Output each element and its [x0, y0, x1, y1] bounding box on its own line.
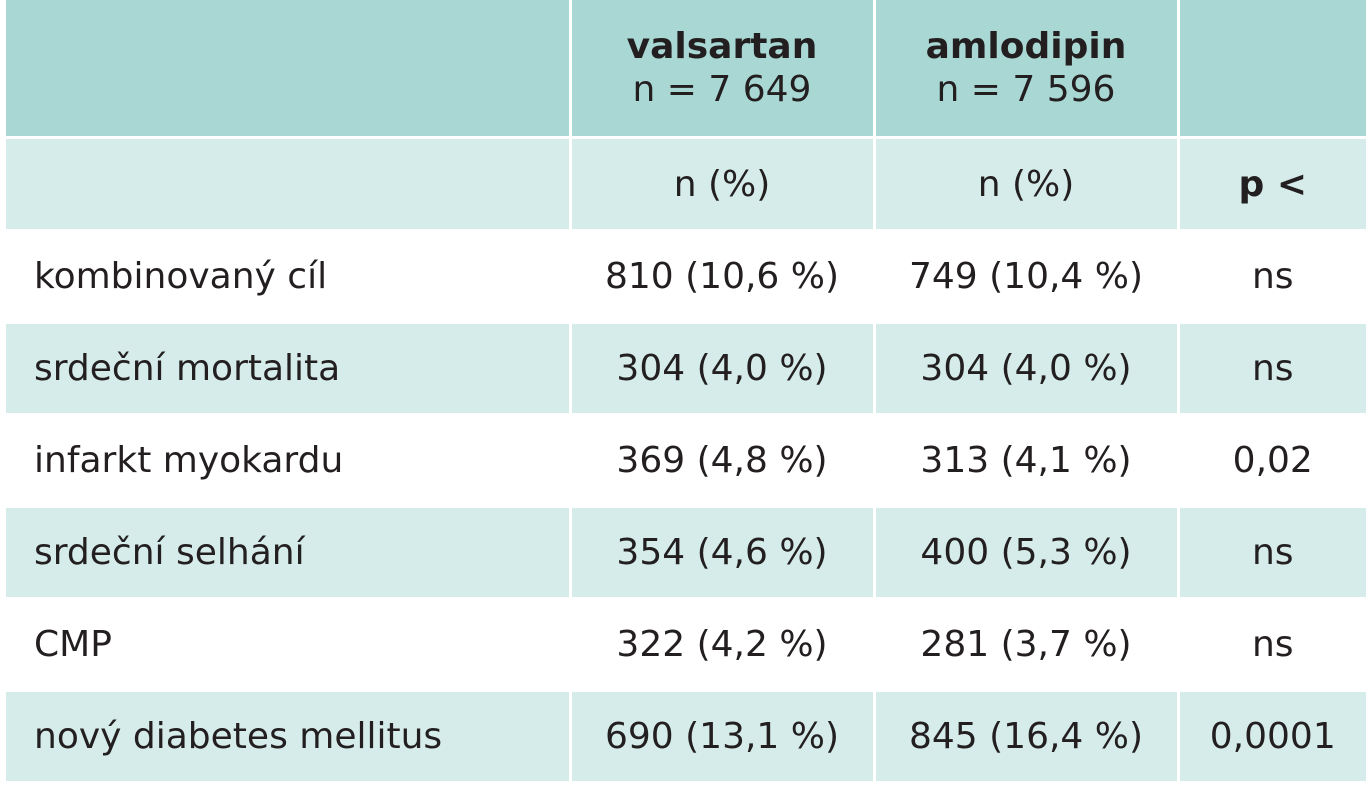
- subheader-p-label: p <: [1178, 137, 1366, 232]
- row-label: CMP: [6, 598, 572, 692]
- row-p-value: ns: [1178, 230, 1366, 324]
- row-p-value: ns: [1178, 506, 1366, 600]
- row-label: srdeční selhání: [6, 506, 572, 600]
- row-label: infarkt myokardu: [6, 414, 572, 508]
- header-amlodipin: amlodipin n = 7 596: [874, 0, 1180, 139]
- row-amlodipin-value: 845 (16,4 %): [874, 690, 1180, 781]
- table-row: infarkt myokardu 369 (4,8 %) 313 (4,1 %)…: [6, 414, 1366, 508]
- table-row: nový diabetes mellitus 690 (13,1 %) 845 …: [6, 690, 1366, 781]
- row-valsartan-value: 810 (10,6 %): [570, 230, 876, 324]
- arm-name-amlodipin: amlodipin: [925, 25, 1127, 67]
- row-label: nový diabetes mellitus: [6, 690, 572, 781]
- table-row: CMP 322 (4,2 %) 281 (3,7 %) ns: [6, 598, 1366, 692]
- row-p-value: ns: [1178, 322, 1366, 416]
- row-label: srdeční mortalita: [6, 322, 572, 416]
- header-valsartan: valsartan n = 7 649: [570, 0, 876, 139]
- row-amlodipin-value: 749 (10,4 %): [874, 230, 1180, 324]
- subheader-empty-cell: [6, 137, 572, 232]
- subheader-valsartan-unit: n (%): [570, 137, 876, 232]
- row-p-value: 0,02: [1178, 414, 1366, 508]
- row-valsartan-value: 690 (13,1 %): [570, 690, 876, 781]
- header-empty-cell: [6, 0, 572, 139]
- row-p-value: 0,0001: [1178, 690, 1366, 781]
- table-row: kombinovaný cíl 810 (10,6 %) 749 (10,4 %…: [6, 230, 1366, 324]
- row-p-value: ns: [1178, 598, 1366, 692]
- row-valsartan-value: 304 (4,0 %): [570, 322, 876, 416]
- row-valsartan-value: 369 (4,8 %): [570, 414, 876, 508]
- header-p-empty: [1178, 0, 1366, 139]
- subheader-amlodipin-unit: n (%): [874, 137, 1180, 232]
- row-valsartan-value: 322 (4,2 %): [570, 598, 876, 692]
- table-header-row: valsartan n = 7 649 amlodipin n = 7 596: [6, 0, 1366, 139]
- table-subheader-row: n (%) n (%) p <: [6, 137, 1366, 232]
- arm-name-valsartan: valsartan: [626, 25, 818, 67]
- results-table-container: valsartan n = 7 649 amlodipin n = 7 596 …: [6, 0, 1366, 794]
- arm-count-amlodipin: n = 7 596: [936, 69, 1116, 110]
- row-amlodipin-value: 281 (3,7 %): [874, 598, 1180, 692]
- arm-count-valsartan: n = 7 649: [632, 69, 812, 110]
- row-label: kombinovaný cíl: [6, 230, 572, 324]
- row-amlodipin-value: 400 (5,3 %): [874, 506, 1180, 600]
- row-amlodipin-value: 304 (4,0 %): [874, 322, 1180, 416]
- row-valsartan-value: 354 (4,6 %): [570, 506, 876, 600]
- table-row: srdeční mortalita 304 (4,0 %) 304 (4,0 %…: [6, 322, 1366, 416]
- results-table: valsartan n = 7 649 amlodipin n = 7 596 …: [6, 0, 1366, 781]
- table-row: srdeční selhání 354 (4,6 %) 400 (5,3 %) …: [6, 506, 1366, 600]
- row-amlodipin-value: 313 (4,1 %): [874, 414, 1180, 508]
